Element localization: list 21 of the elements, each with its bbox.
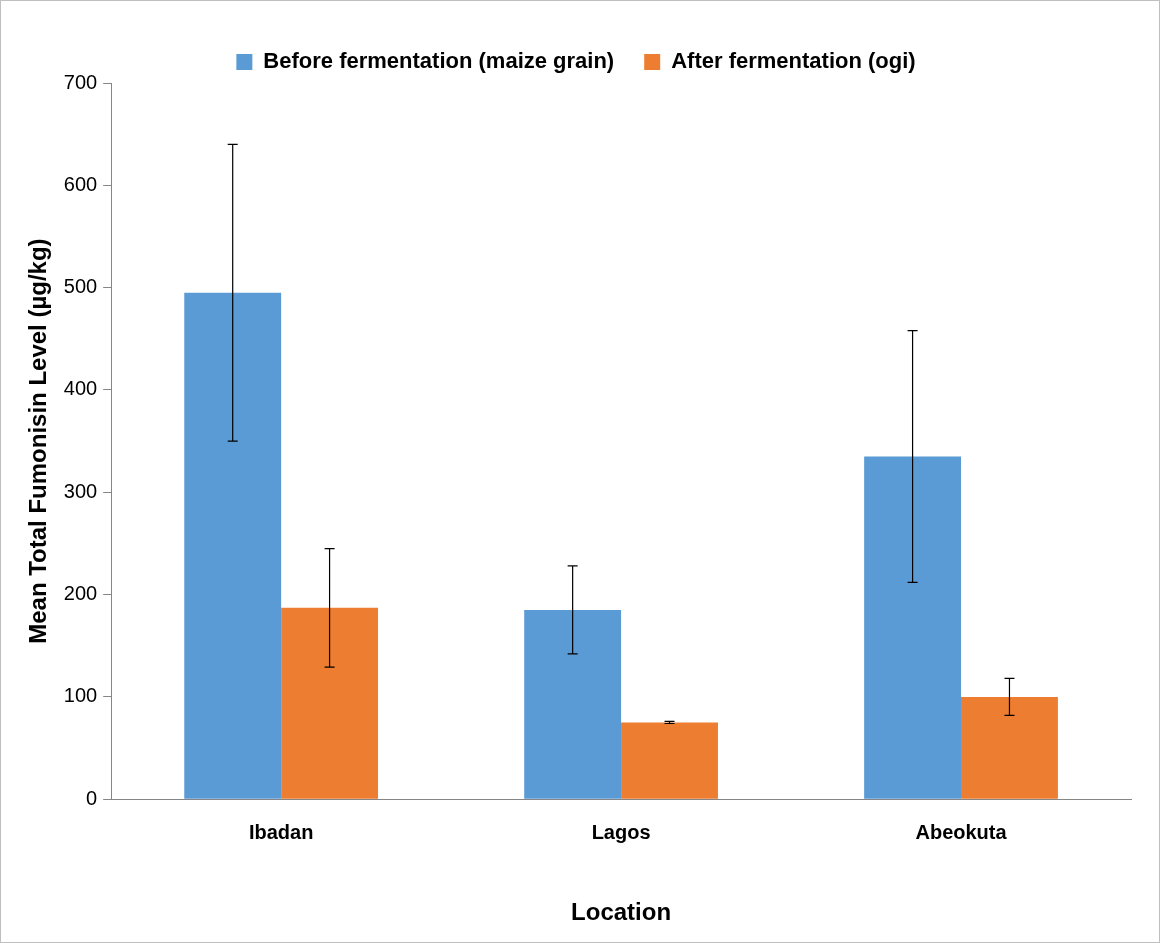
y-tick-label: 500 [63, 275, 98, 298]
y-tick-label: 400 [63, 377, 98, 400]
bar [621, 722, 718, 799]
bar [524, 609, 622, 799]
legend-label: Before fermentation (maize grain) [263, 48, 615, 74]
x-tick-label: Ibadan [248, 820, 314, 843]
y-tick-label: 300 [63, 479, 98, 502]
y-tick-label: 100 [63, 684, 98, 707]
bar [281, 607, 379, 799]
legend-label: After fermentation (ogi) [671, 48, 916, 74]
bar [961, 696, 1058, 799]
bar [184, 292, 282, 799]
x-tick-label: Lagos [591, 820, 651, 843]
x-axis-title: Location [571, 898, 672, 926]
y-tick-label: 200 [63, 582, 98, 605]
x-tick-label: Abeokuta [915, 820, 1008, 843]
y-tick-label: 700 [63, 70, 98, 93]
bar [864, 456, 962, 799]
y-tick-label: 600 [63, 172, 98, 195]
y-axis-title: Mean Total Fumonisin Level (µg/kg) [24, 238, 52, 644]
y-tick-label: 0 [86, 786, 98, 809]
